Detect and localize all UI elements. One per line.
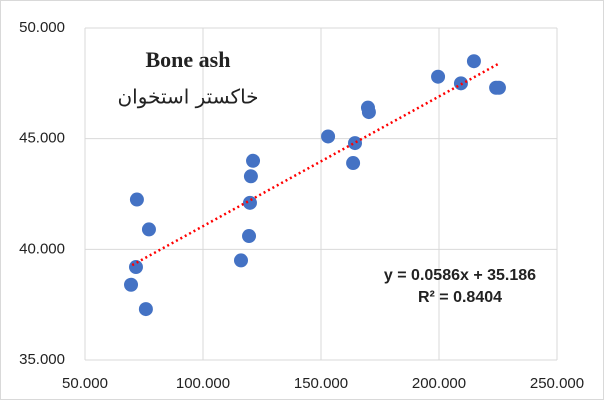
data-point	[466, 54, 481, 69]
chart-subtitle: خاکستر استخوان	[117, 85, 258, 109]
data-point	[141, 222, 156, 237]
data-point	[128, 260, 143, 275]
data-point	[346, 156, 361, 171]
data-point	[321, 129, 336, 144]
x-tick-label: 200.000	[412, 375, 466, 392]
chart-title: Bone ash	[146, 47, 231, 72]
trendline-equation: y = 0.0586x + 35.186	[384, 267, 536, 284]
x-tick-label: 150.000	[294, 375, 348, 392]
data-point	[491, 80, 506, 95]
x-tick-label: 100.000	[176, 375, 230, 392]
data-point	[242, 229, 257, 244]
data-point	[124, 277, 139, 292]
data-point	[243, 169, 258, 184]
y-tick-label: 45.000	[19, 130, 65, 147]
data-point	[347, 136, 362, 151]
y-tick-label: 40.000	[19, 240, 65, 257]
y-tick-label: 50.000	[19, 19, 65, 36]
data-point	[233, 253, 248, 268]
data-point	[361, 105, 376, 120]
data-point	[431, 69, 446, 84]
data-point	[129, 192, 144, 207]
r-squared: R² = 0.8404	[418, 289, 502, 306]
x-tick-label: 250.000	[530, 375, 584, 392]
x-tick-label: 50.000	[62, 375, 108, 392]
data-point	[242, 195, 257, 210]
data-point	[138, 302, 153, 317]
y-tick-label: 35.000	[19, 351, 65, 368]
data-point	[246, 153, 261, 168]
